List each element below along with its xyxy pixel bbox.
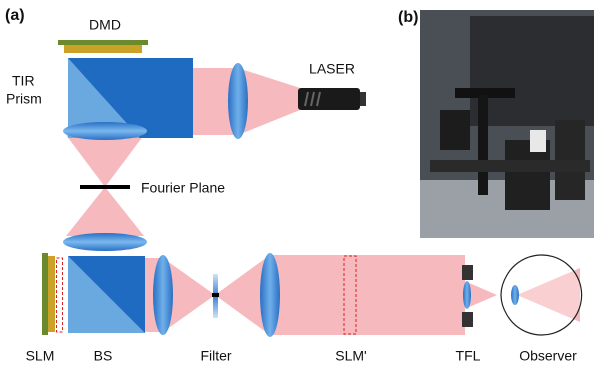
page: (a) DMD TIR Prism LASER Fourier Plane S bbox=[0, 0, 594, 370]
photo bbox=[420, 10, 594, 238]
label: LASER bbox=[309, 61, 355, 77]
filter-stop bbox=[212, 293, 219, 297]
label: SLM' bbox=[335, 348, 366, 364]
label: Filter bbox=[200, 348, 231, 364]
label: TFL bbox=[456, 348, 481, 364]
label: Fourier Plane bbox=[141, 180, 225, 196]
label: SLM bbox=[26, 348, 55, 364]
lens bbox=[63, 122, 147, 140]
slm-chip bbox=[48, 256, 55, 332]
label: Prism bbox=[6, 91, 42, 107]
dmd-chip bbox=[64, 45, 142, 53]
slm-plate bbox=[42, 253, 48, 335]
label: Observer bbox=[519, 348, 577, 364]
panel-label: (a) bbox=[5, 7, 25, 24]
dmd-plate bbox=[58, 40, 148, 45]
lens bbox=[260, 253, 280, 337]
laser bbox=[298, 88, 366, 110]
eye bbox=[501, 255, 582, 335]
dashed-plane bbox=[57, 258, 63, 332]
figure: (a) DMD TIR Prism LASER Fourier Plane S bbox=[0, 0, 594, 370]
lens bbox=[153, 255, 173, 335]
label: TIR bbox=[12, 73, 35, 89]
lens bbox=[228, 63, 248, 139]
panel-label: (b) bbox=[398, 9, 418, 26]
label: DMD bbox=[89, 17, 121, 33]
lens bbox=[63, 233, 147, 251]
label: BS bbox=[94, 348, 113, 364]
beam-splitter bbox=[68, 256, 145, 333]
